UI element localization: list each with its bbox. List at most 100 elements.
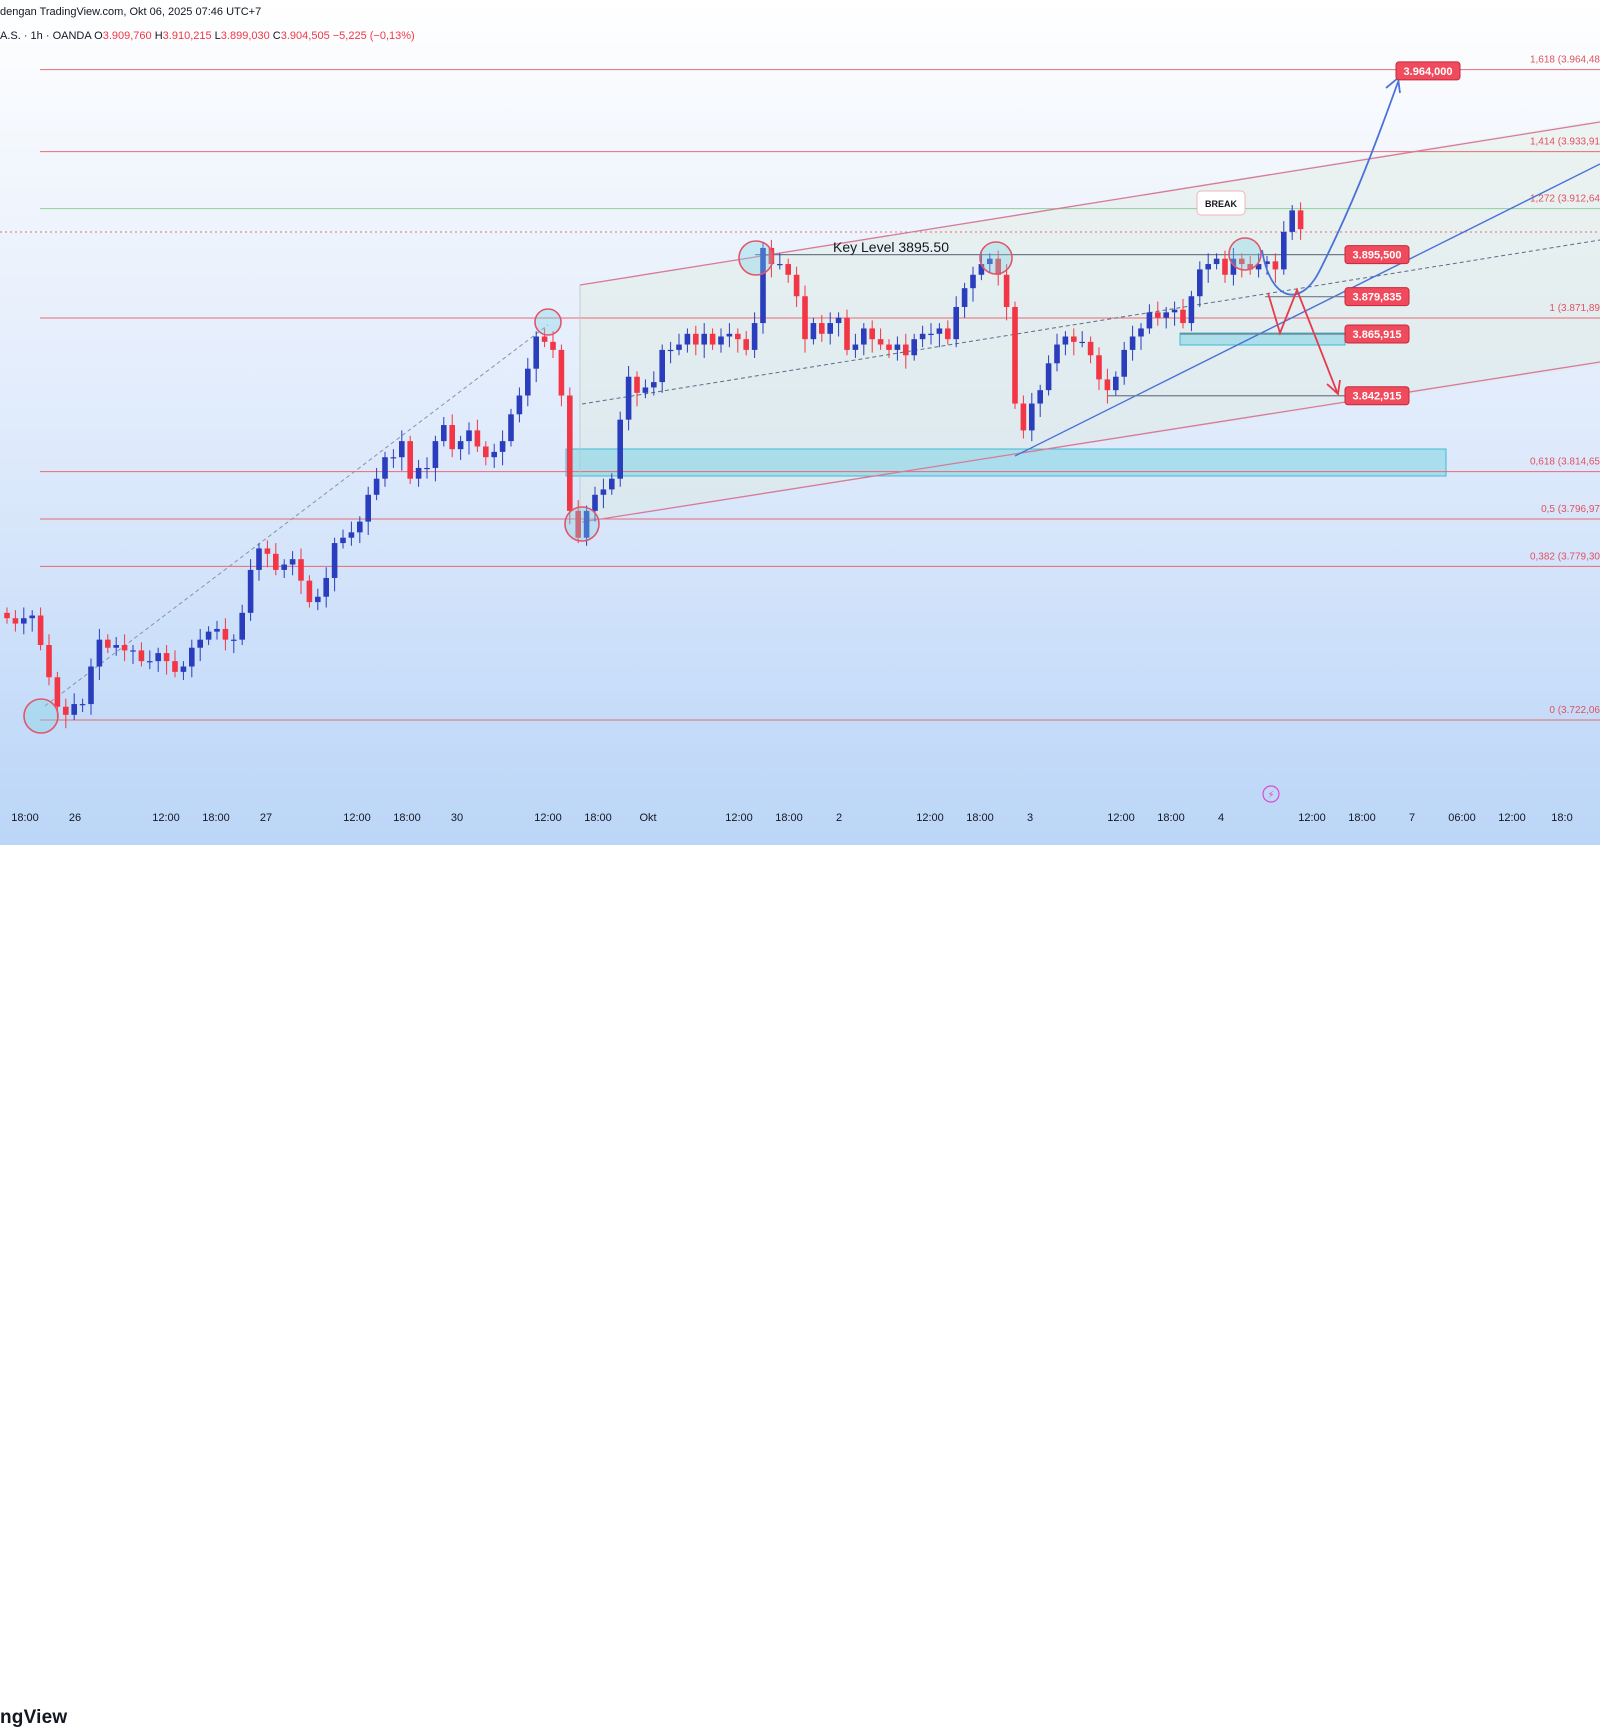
candle: [802, 285, 808, 353]
candle: [315, 588, 321, 611]
target-price-box: [1344, 287, 1410, 307]
dashed-mid-line: [581, 239, 1600, 405]
candle-body: [550, 341, 556, 350]
time-tick-label: 18:00: [202, 812, 230, 824]
candle-body: [1255, 264, 1262, 270]
price-chart[interactable]: 1,618 (3.964,48 1,414 (3.933,91 1,272 (3.9…: [0, 0, 1600, 845]
candle-body: [415, 467, 422, 479]
candle: [197, 628, 203, 662]
candle-body: [726, 333, 733, 337]
candle: [491, 443, 497, 468]
candle: [743, 331, 749, 356]
candle-body: [970, 274, 976, 289]
candle: [1163, 306, 1169, 329]
candle-body: [1062, 336, 1069, 345]
time-tick-label: 12:00: [534, 812, 562, 824]
candle: [37, 607, 44, 651]
candle: [474, 419, 481, 452]
candle: [1222, 250, 1228, 283]
candle-body: [777, 264, 783, 266]
candle: [558, 344, 565, 407]
ohlc-legend: A.S. · 1h · OANDA O3.909,760 H3.910,215 …: [0, 30, 415, 42]
candle: [163, 645, 170, 675]
candle-body: [483, 446, 489, 458]
candle: [852, 333, 859, 358]
fib-label: 0 (3.722,06: [1549, 705, 1600, 716]
time-tick-label: 18:00: [966, 812, 994, 824]
candle-body: [189, 647, 195, 667]
candle: [457, 435, 464, 460]
open-label: O: [94, 30, 103, 42]
candle: [936, 323, 943, 348]
candle-body: [1230, 258, 1237, 275]
candle: [961, 282, 968, 318]
candle-body: [877, 339, 884, 345]
fib-label: 0,5 (3.796,97: [1541, 504, 1600, 515]
candle: [390, 449, 397, 468]
candle: [567, 387, 573, 525]
target-price-tag: 3.865,915: [1344, 324, 1410, 344]
candle: [121, 634, 128, 662]
candle: [323, 567, 329, 608]
candle-body: [180, 666, 187, 672]
candle-body: [1272, 261, 1279, 270]
time-axis: 18:00 26 12:00 18:00 27 12:00 18:00 30 12:00 18:0…: [11, 812, 1572, 824]
fib-label: 1 (3.871,89: [1549, 303, 1600, 314]
candle: [735, 328, 741, 353]
candle: [844, 309, 850, 356]
candle-body: [1289, 210, 1295, 232]
candle-body: [1138, 328, 1144, 337]
candle: [432, 435, 439, 482]
candle: [516, 387, 523, 423]
candle: [483, 441, 489, 466]
candle-body: [751, 323, 758, 350]
candle: [533, 331, 539, 383]
candle-body: [256, 548, 262, 570]
candle: [550, 331, 556, 358]
candle-body: [457, 441, 464, 450]
candle: [172, 650, 178, 678]
time-tick-label: 12:00: [152, 812, 180, 824]
target-price-text: 3.879,835: [1353, 292, 1402, 304]
time-tick-label: 06:00: [1448, 812, 1476, 824]
candle: [945, 320, 951, 345]
candle-body: [701, 333, 707, 345]
candle-body: [12, 618, 19, 624]
lightning-glyph: ⚡: [1267, 790, 1274, 801]
candle-body: [852, 344, 859, 350]
time-tick-label: 18:00: [1348, 812, 1376, 824]
candle: [1281, 221, 1287, 275]
brand-logo-text[interactable]: ngView: [0, 1707, 68, 1728]
candle: [373, 467, 380, 501]
candle: [71, 693, 77, 721]
symbol-text[interactable]: A.S. · 1h · OANDA: [0, 30, 92, 42]
candle-body: [667, 349, 674, 352]
candle-body: [592, 494, 598, 511]
candle: [180, 661, 187, 680]
target-price-tag: 3.879,835: [1344, 287, 1410, 307]
candle-body: [1281, 231, 1287, 270]
candle: [793, 266, 800, 307]
candle: [1247, 255, 1253, 275]
time-tick-label: 18:0: [1551, 812, 1572, 824]
candle-body: [373, 478, 380, 495]
candle-body: [491, 451, 497, 458]
candle: [1045, 355, 1052, 396]
candle: [155, 647, 161, 672]
candle: [1029, 392, 1035, 442]
candle-body: [508, 414, 514, 442]
candle-body: [1146, 312, 1153, 329]
candle: [222, 618, 229, 651]
candle: [1104, 368, 1111, 404]
candle-body: [1163, 312, 1169, 318]
candle-body: [399, 441, 405, 458]
chart-area[interactable]: 1,618 (3.964,48 1,414 (3.933,91 1,272 (3.9…: [0, 0, 1600, 845]
time-tick-label: 12:00: [1498, 812, 1526, 824]
candle: [1197, 261, 1203, 307]
candle-body: [609, 478, 615, 490]
candle: [239, 604, 245, 646]
candle-body: [340, 537, 346, 544]
candle: [1155, 301, 1161, 326]
candle-body: [163, 653, 170, 662]
candle-body: [995, 258, 1001, 275]
